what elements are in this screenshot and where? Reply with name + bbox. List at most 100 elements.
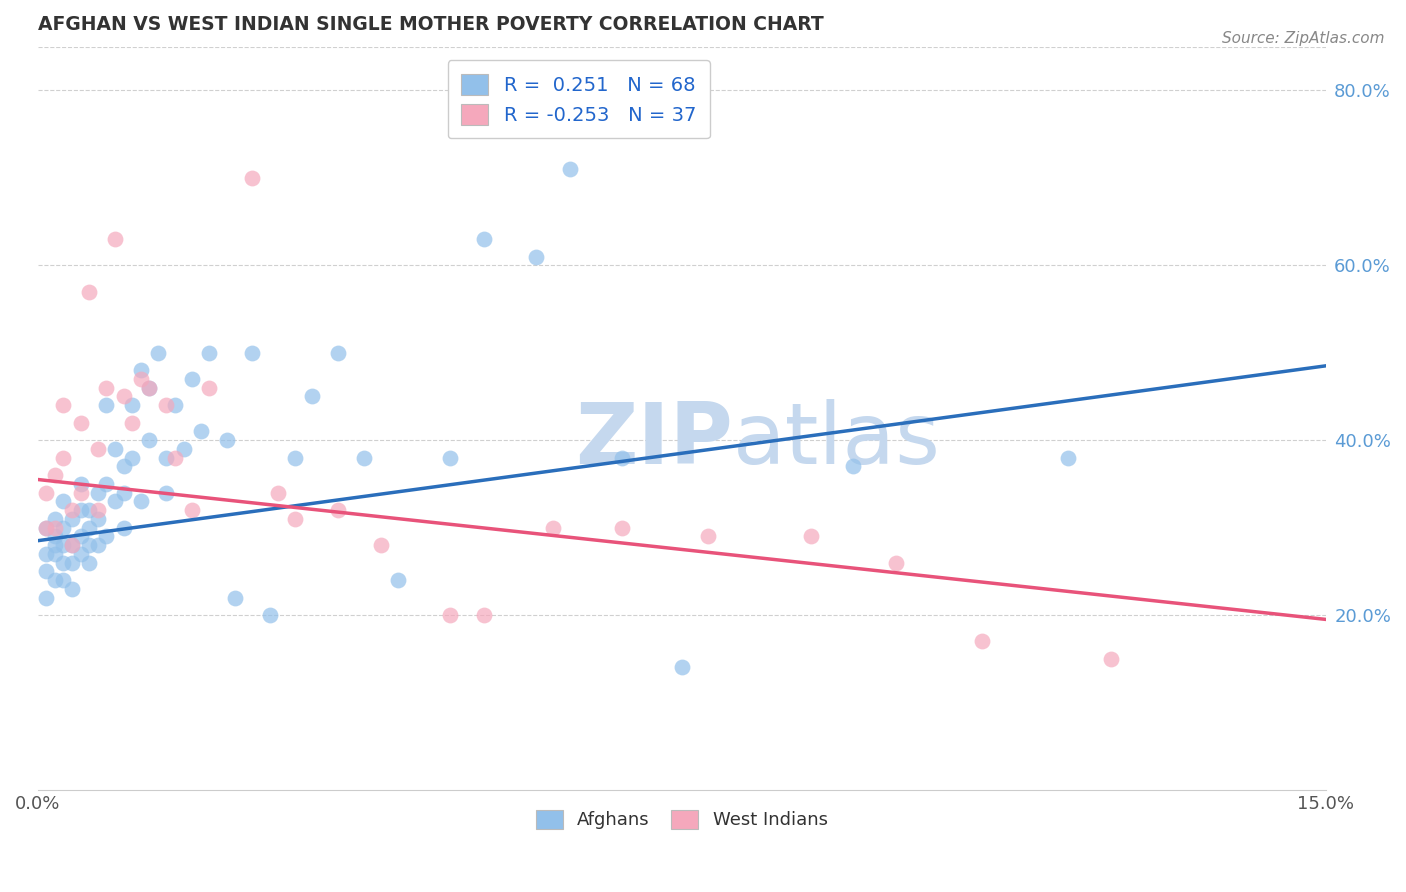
Point xyxy=(155,398,177,412)
Point xyxy=(190,425,212,439)
Point xyxy=(121,450,143,465)
Point xyxy=(96,381,118,395)
Point xyxy=(69,485,91,500)
Text: Source: ZipAtlas.com: Source: ZipAtlas.com xyxy=(1222,31,1385,46)
Point xyxy=(96,476,118,491)
Point xyxy=(181,372,204,386)
Point xyxy=(52,556,75,570)
Point xyxy=(35,564,58,578)
Point xyxy=(284,450,307,465)
Point xyxy=(44,520,66,534)
Point xyxy=(35,591,58,605)
Point xyxy=(112,520,135,534)
Point xyxy=(104,232,127,246)
Point xyxy=(558,162,581,177)
Point xyxy=(44,573,66,587)
Point xyxy=(52,573,75,587)
Point xyxy=(52,450,75,465)
Point xyxy=(472,607,495,622)
Point xyxy=(69,503,91,517)
Point xyxy=(69,529,91,543)
Point xyxy=(541,520,564,534)
Point xyxy=(87,503,110,517)
Point xyxy=(155,485,177,500)
Point xyxy=(44,529,66,543)
Point xyxy=(104,494,127,508)
Text: atlas: atlas xyxy=(734,399,941,482)
Point xyxy=(224,591,246,605)
Text: ZIP: ZIP xyxy=(575,399,734,482)
Point xyxy=(259,607,281,622)
Point xyxy=(35,547,58,561)
Point xyxy=(387,573,409,587)
Point xyxy=(198,381,221,395)
Point xyxy=(129,372,152,386)
Point xyxy=(121,416,143,430)
Point xyxy=(60,538,83,552)
Point xyxy=(60,556,83,570)
Point xyxy=(370,538,392,552)
Point xyxy=(112,459,135,474)
Point xyxy=(87,512,110,526)
Point xyxy=(284,512,307,526)
Point xyxy=(87,538,110,552)
Point xyxy=(1057,450,1080,465)
Point xyxy=(165,398,187,412)
Point xyxy=(138,381,160,395)
Point xyxy=(77,285,100,299)
Point xyxy=(44,538,66,552)
Point xyxy=(198,345,221,359)
Point xyxy=(328,345,350,359)
Point xyxy=(267,485,290,500)
Point xyxy=(52,538,75,552)
Point xyxy=(87,442,110,456)
Point xyxy=(610,450,633,465)
Point xyxy=(886,556,908,570)
Point xyxy=(69,416,91,430)
Point xyxy=(96,529,118,543)
Text: AFGHAN VS WEST INDIAN SINGLE MOTHER POVERTY CORRELATION CHART: AFGHAN VS WEST INDIAN SINGLE MOTHER POVE… xyxy=(38,15,824,34)
Point xyxy=(129,494,152,508)
Point xyxy=(671,660,693,674)
Point xyxy=(87,485,110,500)
Point xyxy=(104,442,127,456)
Point xyxy=(240,170,263,185)
Point xyxy=(181,503,204,517)
Point xyxy=(77,520,100,534)
Point xyxy=(696,529,718,543)
Point xyxy=(112,485,135,500)
Point xyxy=(35,485,58,500)
Point xyxy=(155,450,177,465)
Point xyxy=(44,547,66,561)
Point xyxy=(524,250,547,264)
Point xyxy=(60,538,83,552)
Point xyxy=(35,520,58,534)
Point xyxy=(121,398,143,412)
Point xyxy=(69,476,91,491)
Point xyxy=(60,503,83,517)
Point xyxy=(129,363,152,377)
Point xyxy=(60,582,83,596)
Point xyxy=(44,512,66,526)
Point xyxy=(165,450,187,465)
Point xyxy=(1099,652,1122,666)
Point xyxy=(52,398,75,412)
Point xyxy=(77,538,100,552)
Point xyxy=(240,345,263,359)
Point xyxy=(77,503,100,517)
Point xyxy=(842,459,865,474)
Point xyxy=(353,450,375,465)
Point xyxy=(96,398,118,412)
Point xyxy=(173,442,195,456)
Point xyxy=(215,433,238,447)
Point xyxy=(52,520,75,534)
Point xyxy=(44,468,66,483)
Point xyxy=(138,433,160,447)
Point xyxy=(146,345,169,359)
Point xyxy=(472,232,495,246)
Legend: Afghans, West Indians: Afghans, West Indians xyxy=(529,802,835,837)
Point xyxy=(77,556,100,570)
Point xyxy=(69,547,91,561)
Point xyxy=(610,520,633,534)
Point xyxy=(799,529,821,543)
